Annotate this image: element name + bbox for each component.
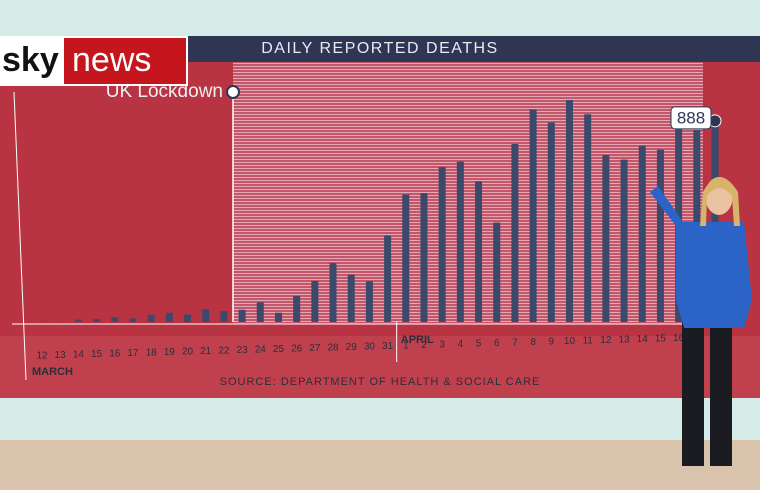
x-tick-label: 18 xyxy=(146,348,158,359)
bar xyxy=(256,302,264,322)
month-label: APRIL xyxy=(401,334,434,346)
bar xyxy=(311,280,319,322)
logo-news: news xyxy=(72,41,151,79)
logo-red xyxy=(64,38,186,84)
bar xyxy=(420,193,428,322)
x-tick-label: 8 xyxy=(530,337,536,348)
x-tick-label: 17 xyxy=(127,348,139,359)
bar xyxy=(402,194,410,322)
bar xyxy=(74,319,82,322)
x-tick-label: 28 xyxy=(327,343,339,354)
x-tick-label: 30 xyxy=(364,342,376,353)
bar xyxy=(93,318,101,322)
x-tick-label: 21 xyxy=(200,346,212,357)
x-tick-label: 23 xyxy=(237,345,249,356)
x-tick-label: 12 xyxy=(600,335,612,346)
x-tick-label: 9 xyxy=(549,337,555,348)
x-tick-label: 15 xyxy=(655,334,667,345)
bar xyxy=(656,149,664,322)
x-tick-label: 16 xyxy=(109,349,121,360)
x-tick-label: 16 xyxy=(673,333,685,344)
bar xyxy=(274,312,282,322)
x-tick-label: 12 xyxy=(36,351,48,362)
x-tick-label: 11 xyxy=(582,336,593,347)
x-tick-label: 13 xyxy=(618,335,630,346)
leg xyxy=(710,316,732,466)
x-tick-label: 20 xyxy=(182,347,194,358)
bar xyxy=(220,311,228,322)
x-tick-label: 14 xyxy=(637,334,649,345)
x-tick-label: 15 xyxy=(91,349,103,360)
bar xyxy=(202,309,210,322)
bar xyxy=(493,222,501,322)
bar xyxy=(620,159,628,322)
axis-band xyxy=(0,336,760,398)
bar xyxy=(147,314,155,322)
leg xyxy=(682,316,704,466)
x-tick-label: 29 xyxy=(346,342,358,353)
annotation: UK Lockdown xyxy=(106,81,223,102)
x-tick-label: 5 xyxy=(476,339,482,350)
x-tick-label: 6 xyxy=(494,338,500,349)
chart-title: DAILY REPORTED DEATHS xyxy=(261,40,498,57)
month-label: MARCH xyxy=(32,366,73,378)
source: SOURCE: DEPARTMENT OF HEALTH & SOCIAL CA… xyxy=(220,376,541,388)
presenter xyxy=(650,177,752,466)
x-tick-label: 4 xyxy=(458,339,464,350)
x-tick-label: 3 xyxy=(439,340,445,351)
bar xyxy=(547,122,555,322)
bar xyxy=(347,274,355,322)
logo-sky: sky xyxy=(2,41,59,79)
x-tick-label: 24 xyxy=(255,345,267,356)
bar xyxy=(511,143,519,322)
plot: 12 13 14 15 16 17 18 19 20 21 22 23 24 25 26 27 28 29 30 31… xyxy=(12,81,740,381)
bar xyxy=(456,161,464,322)
x-tick-label: 19 xyxy=(164,347,176,358)
bar xyxy=(384,235,392,322)
x-tick-label: 7 xyxy=(512,338,518,349)
bar xyxy=(565,100,573,322)
value-label-box xyxy=(670,106,712,130)
hair xyxy=(700,177,740,226)
bar xyxy=(529,109,537,322)
x-tick-label: 13 xyxy=(55,350,67,361)
x-tick-label: 27 xyxy=(309,343,321,354)
bar xyxy=(111,317,119,322)
bar xyxy=(584,114,592,323)
bar xyxy=(238,309,246,322)
bar xyxy=(329,263,337,322)
bar xyxy=(602,155,610,322)
bar xyxy=(475,181,483,322)
x-tick-label: 1 xyxy=(403,341,409,352)
x-tick-label: 26 xyxy=(291,344,303,355)
lockdown-marker xyxy=(225,85,240,99)
bar xyxy=(293,295,301,322)
x-tick-label: 2 xyxy=(421,340,427,351)
bar xyxy=(365,281,373,322)
x-tick-label: 25 xyxy=(273,344,285,355)
bar xyxy=(184,314,192,322)
blouse xyxy=(676,222,752,328)
bar xyxy=(129,318,137,322)
bar xyxy=(711,120,719,322)
x-tick-label: 10 xyxy=(564,336,576,347)
bar xyxy=(438,167,446,322)
bar xyxy=(165,312,173,322)
x-tick-label: 22 xyxy=(218,346,230,357)
studio-floor xyxy=(0,440,760,490)
x-tick-label: 31 xyxy=(382,341,394,352)
x-tick-label: 14 xyxy=(73,350,85,361)
bar xyxy=(638,145,646,322)
arm xyxy=(650,186,690,232)
value-label: 888 xyxy=(677,108,705,127)
lockdown-region xyxy=(232,62,703,324)
left-rule xyxy=(13,91,27,381)
